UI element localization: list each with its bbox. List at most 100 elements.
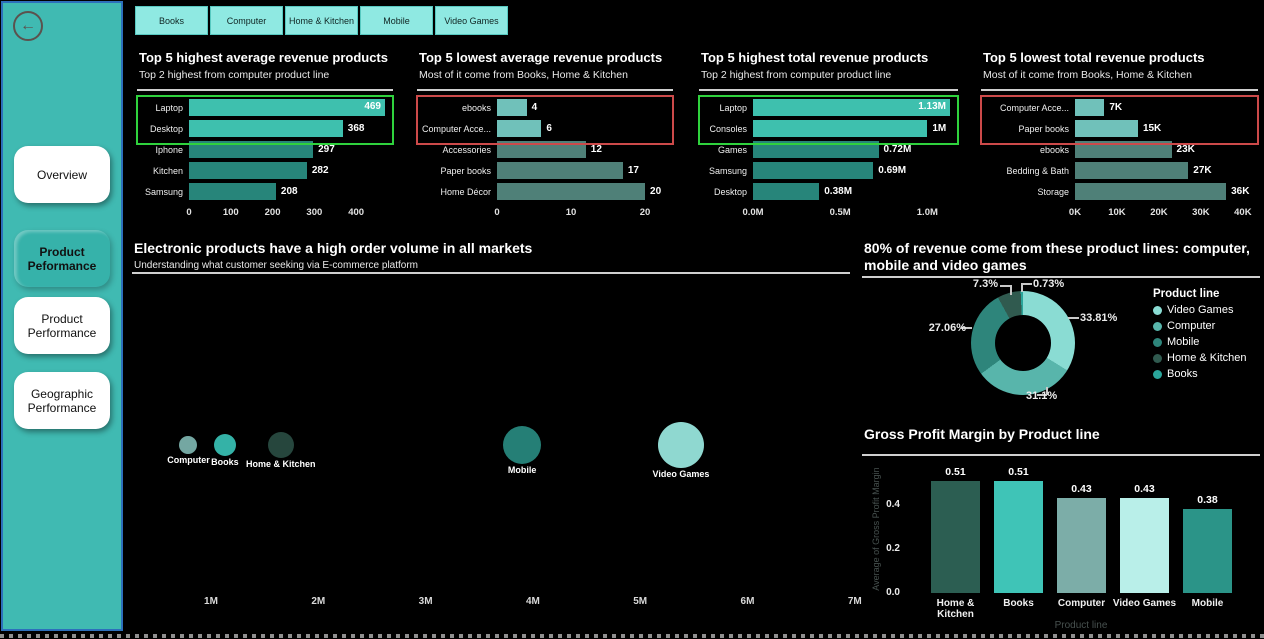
bar[interactable] <box>1075 99 1105 116</box>
bar-value-label: 36K <box>1231 186 1250 197</box>
bar-value-label: 12 <box>590 144 602 155</box>
bar[interactable] <box>189 183 276 200</box>
bar[interactable] <box>497 141 586 158</box>
legend-item-video-games[interactable]: Video Games <box>1153 304 1246 316</box>
slicer-computer[interactable]: Computer <box>210 6 283 35</box>
bar[interactable] <box>189 141 314 158</box>
bar-value-label: 1.13M <box>918 101 946 112</box>
bar-category-label: Iphone <box>155 144 183 155</box>
bar-category-label: Desktop <box>713 186 747 197</box>
chart-subtitle: Top 2 highest from computer product line <box>139 69 330 81</box>
bubble-computer[interactable] <box>179 436 198 454</box>
axis-tick-label: 7M <box>847 596 862 607</box>
bar-plot: Computer Acce... 7K Paper books 15K ebooks 23… <box>980 95 1259 224</box>
column-plot: 0.51 Home & Kitchen 0.51 Books 0.43 Computer 0… <box>858 424 1264 635</box>
column-mobile[interactable] <box>1183 509 1232 593</box>
legend-label: Computer <box>1167 320 1216 332</box>
slicer-home-kitchen[interactable]: Home & Kitchen <box>285 6 358 35</box>
bar-row: Consoles 1M <box>701 120 956 137</box>
bubble-books[interactable] <box>213 434 236 456</box>
bar-category-label: Home Décor <box>440 186 491 197</box>
bar[interactable]: 1.13M <box>753 99 950 116</box>
axis-tick-label: 0.4 <box>886 499 900 510</box>
bar[interactable] <box>189 162 307 179</box>
bar-row: Games 0.72M <box>701 141 956 158</box>
column-books[interactable] <box>994 480 1043 593</box>
bar-row: Storage 36K <box>983 183 1256 200</box>
bar-row: Computer Acce... 6 <box>419 120 671 137</box>
axis-tick-label: 20K <box>1150 207 1168 218</box>
bar-value-label: 297 <box>318 144 335 155</box>
slicer-books[interactable]: Books <box>135 6 208 35</box>
bar-row: Samsung 208 <box>139 183 391 200</box>
bar[interactable] <box>753 141 879 158</box>
axis-tick-label: 40K <box>1234 207 1252 218</box>
legend-dot <box>1153 369 1162 379</box>
bubble-label: Home & Kitchen <box>245 459 316 469</box>
bar[interactable] <box>753 183 820 200</box>
bar[interactable] <box>753 120 928 137</box>
divider <box>862 276 1260 278</box>
bar-row: Laptop 469 <box>139 99 391 116</box>
slice-percentage-label: 27.06% <box>928 322 966 334</box>
sidebar-item-product-peformance[interactable]: Product Peformance <box>14 230 110 287</box>
legend-item-mobile[interactable]: Mobile <box>1153 336 1246 348</box>
bar-category-label: Desktop <box>149 123 183 134</box>
column-computer[interactable] <box>1057 498 1106 593</box>
bar-category-label: Computer Acce... <box>421 123 491 134</box>
column-category-label: Mobile <box>1191 598 1224 609</box>
bar[interactable] <box>1075 141 1172 158</box>
bar-category-label: Paper books <box>1018 123 1069 134</box>
bar-value-label: 15K <box>1142 123 1162 134</box>
column-value-label: 0.51 <box>945 465 966 478</box>
bar[interactable] <box>497 120 542 137</box>
bar-plot: Laptop 469 Desktop 368 Iphone 297 Kitchen 282 Sa… <box>136 95 394 224</box>
legend-item-books[interactable]: Books <box>1153 368 1246 380</box>
bar-row: Kitchen 282 <box>139 162 391 179</box>
sidebar-item-geographic-performance[interactable]: Geographic Performance <box>14 372 110 429</box>
bar[interactable] <box>189 120 343 137</box>
column-home-kitchen[interactable] <box>931 480 980 593</box>
slicer-video-games[interactable]: Video Games <box>435 6 508 35</box>
panel-gross-profit-margin: Gross Profit Margin by Product line Aver… <box>858 424 1264 635</box>
legend-item-home-kitchen[interactable]: Home & Kitchen <box>1153 352 1246 364</box>
bubble-mobile[interactable] <box>503 426 542 464</box>
bar[interactable] <box>497 183 646 200</box>
bar-category-label: Samsung <box>708 165 747 176</box>
bar[interactable] <box>497 162 623 179</box>
bar[interactable]: 469 <box>189 99 385 116</box>
panel-top5-lowest-avg-revenue: Top 5 lowest average revenue products Mo… <box>413 48 677 225</box>
slice-percentage-label: 31.1% <box>1026 390 1058 402</box>
sidebar: ← Overview Product Peformance Product Perf… <box>1 1 123 631</box>
bar[interactable] <box>1075 120 1138 137</box>
axis-tick-label: 200 <box>264 207 281 218</box>
chart-title: 80% of revenue come from these product l… <box>864 240 1250 273</box>
bar[interactable] <box>497 99 527 116</box>
axis-tick-label: 10 <box>565 207 577 218</box>
bar[interactable] <box>1075 183 1227 200</box>
bubble-video-games[interactable] <box>657 422 704 468</box>
bar[interactable] <box>1075 162 1189 179</box>
sidebar-item-overview[interactable]: Overview <box>14 146 110 203</box>
column-video-games[interactable] <box>1120 498 1169 593</box>
legend-item-computer[interactable]: Computer <box>1153 320 1246 332</box>
bar-category-label: Bedding & Bath <box>1006 165 1069 176</box>
bar[interactable] <box>753 162 874 179</box>
bar-category-label: Paper books <box>440 165 491 176</box>
bar-value-label: 23K <box>1176 144 1195 155</box>
callout-line <box>1021 283 1023 292</box>
bubble-home-kitchen[interactable] <box>267 432 294 458</box>
bar-row: ebooks 23K <box>983 141 1256 158</box>
column-category-label: Video Games <box>1112 598 1177 609</box>
legend-label: Home & Kitchen <box>1167 352 1247 364</box>
donut-chart[interactable] <box>971 291 1075 395</box>
sidebar-item-product-performance[interactable]: Product Performance <box>14 297 110 354</box>
axis-tick-label: 6M <box>740 596 755 607</box>
legend: Video Games Computer Mobile Home & Kitchen B… <box>1153 304 1246 380</box>
callout-line <box>1037 394 1047 396</box>
slicer-mobile[interactable]: Mobile <box>360 6 433 35</box>
bar-category-label: Computer Acce... <box>999 102 1069 113</box>
back-button[interactable]: ← <box>13 11 43 41</box>
column-value-label: 0.43 <box>1071 483 1092 496</box>
bar-value-label: 0.72M <box>883 144 912 155</box>
